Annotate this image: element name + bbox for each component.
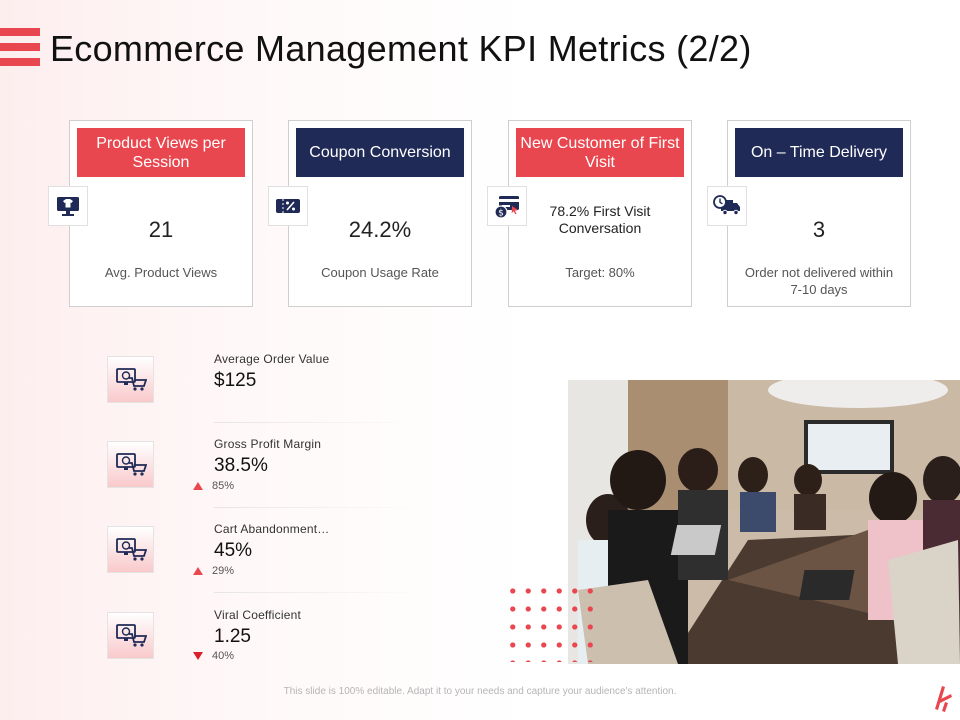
metric-delta: 40% (193, 650, 234, 662)
brand-logo-icon (935, 686, 952, 712)
divider (214, 507, 424, 508)
kpi-card-value: 3 (812, 217, 826, 242)
dot-pattern-decoration (505, 582, 595, 662)
svg-text:$: $ (498, 209, 504, 219)
cart-monitor-icon (107, 356, 154, 403)
footer-note: This slide is 100% editable. Adapt it to… (283, 686, 677, 697)
trend-up-icon (193, 482, 203, 490)
kpi-card-value: 78.2% First Visit Conversation (549, 203, 651, 236)
kpi-card-caption: Order not delivered within 7-10 days (744, 265, 894, 297)
percent-tag-icon (268, 186, 308, 226)
kpi-card-new-customer: New Customer of First Visit 78.2% First … (508, 120, 692, 307)
kpi-card-value: 24.2% (348, 217, 412, 242)
metric-value: 38.5% (214, 455, 268, 476)
kpi-card-product-views: Product Views per Session 21 Avg. Produc… (69, 120, 253, 307)
meeting-photo (568, 380, 960, 664)
kpi-card-header: New Customer of First Visit (516, 128, 684, 177)
metric-label: Gross Profit Margin (214, 437, 322, 451)
title-accent-bars (0, 28, 40, 74)
trend-up-icon (193, 567, 203, 575)
kpi-card-caption: Avg. Product Views (104, 265, 218, 280)
divider (214, 422, 424, 423)
metric-delta: 29% (193, 565, 234, 577)
kpi-card-value: 21 (148, 217, 174, 242)
kpi-card-header: Coupon Conversion (296, 128, 464, 177)
page-title: Ecommerce Management KPI Metrics (2/2) (50, 28, 752, 69)
kpi-card-caption: Target: 80% (565, 265, 635, 280)
cart-monitor-icon (107, 441, 154, 488)
trend-down-icon (193, 652, 203, 660)
metric-delta: 85% (193, 480, 234, 492)
cart-monitor-icon (107, 526, 154, 573)
monitor-shirt-icon (48, 186, 88, 226)
kpi-card-coupon-conversion: Coupon Conversion 24.2% Coupon Usage Rat… (288, 120, 472, 307)
delivery-truck-icon (707, 186, 747, 226)
metric-label: Average Order Value (214, 352, 330, 366)
card-payment-icon: $ (487, 186, 527, 226)
metric-value: 45% (214, 540, 253, 561)
metric-value: 1.25 (214, 626, 251, 647)
kpi-card-caption: Coupon Usage Rate (321, 265, 439, 280)
kpi-card-header: Product Views per Session (77, 128, 245, 177)
kpi-card-header: On – Time Delivery (735, 128, 903, 177)
cart-monitor-icon (107, 612, 154, 659)
metric-value: $125 (214, 370, 257, 391)
kpi-card-on-time-delivery: On – Time Delivery 3 Order not delivered… (727, 120, 911, 307)
metric-label: Viral Coefficient (214, 608, 302, 622)
metric-delta-value: 40% (212, 650, 235, 662)
divider (214, 592, 424, 593)
metric-label: Cart Abandonment… (214, 522, 330, 536)
metric-delta-value: 85% (212, 480, 235, 492)
metric-delta-value: 29% (212, 565, 235, 577)
